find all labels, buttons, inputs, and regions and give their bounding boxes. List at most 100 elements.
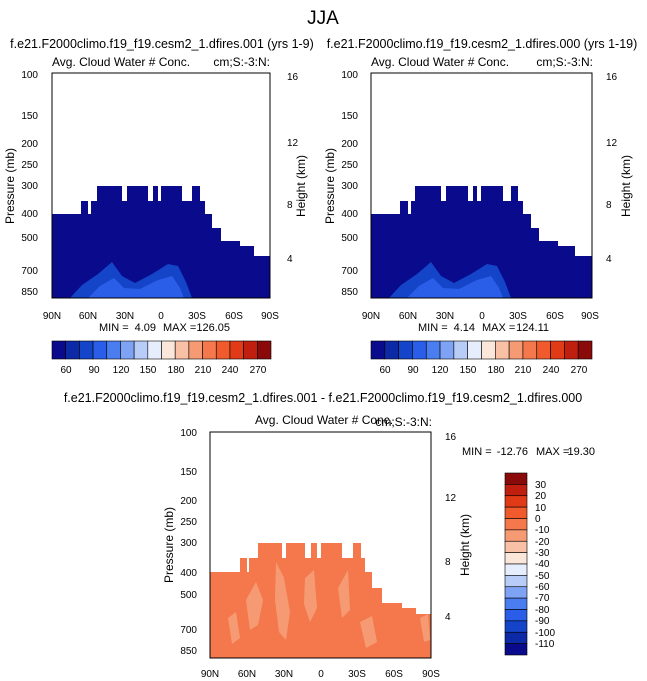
panel-3-y2-tick-label: 8 — [445, 557, 451, 568]
colorbar-swatch — [384, 340, 399, 360]
panel-3-y-tick-label: 400 — [180, 568, 197, 579]
panel-1-min-label: MIN = — [99, 322, 129, 334]
colorbar-swatch — [577, 340, 593, 360]
panel-3-y-tick-label: 200 — [180, 496, 197, 507]
colorbar-swatch — [504, 518, 528, 531]
panel-2-y-tick-label: 500 — [341, 233, 358, 244]
colorbar-swatch — [536, 340, 551, 360]
colorbar-swatch — [504, 529, 528, 542]
panel-1-max-label: MAX = — [163, 322, 196, 334]
panel-1-colorbar-label: 240 — [222, 365, 239, 376]
panel-2-min-label: MIN = — [418, 322, 448, 334]
panel-3-colorbar-label: -30 — [535, 548, 550, 559]
panel-3-patch — [304, 570, 317, 622]
page-title: JJA — [307, 8, 339, 29]
panel-1-x-tick-label: 90S — [261, 311, 279, 322]
panel-3-patch — [246, 582, 263, 630]
panel-1-y2-tick-label: 12 — [287, 138, 299, 149]
colorbar-swatch — [120, 340, 135, 360]
panel-2-x-tick-label: 30S — [509, 311, 527, 322]
panel-2-y-tick-label: 150 — [341, 111, 358, 122]
panel-2-ylabel: Pressure (mb) — [323, 148, 337, 224]
panel-2-colorbar-label: 240 — [543, 365, 560, 376]
panel-1-frame — [51, 72, 271, 299]
panel-1-ylabel: Pressure (mb) — [3, 148, 17, 224]
panel-1-y2-tick-label: 8 — [287, 200, 293, 211]
panel-1-y-tick-label: 300 — [21, 181, 38, 192]
panel-2-units: cm;S:-3:N: — [536, 55, 593, 69]
colorbar-swatch — [370, 340, 386, 360]
colorbar-swatch — [522, 340, 538, 360]
panel-3-colorbar-label: 20 — [535, 491, 547, 502]
panel-3-x-tick-label: 60S — [385, 669, 403, 680]
colorbar-swatch — [106, 340, 121, 360]
panel-1-min-value: 4.09 — [135, 322, 156, 334]
colorbar-swatch — [453, 340, 468, 360]
panel-1-colorbar-label: 270 — [250, 365, 267, 376]
panel-2-max-label: MAX = — [482, 322, 515, 334]
colorbar-swatch — [412, 340, 427, 360]
panel-2-y-tick-label: 850 — [341, 287, 358, 298]
panel-2-y-tick-label: 400 — [341, 209, 358, 220]
panel-3-field — [210, 543, 431, 658]
panel-3-colorbar-swatches — [504, 472, 528, 656]
panel-1-x-tick-label: 30S — [188, 311, 206, 322]
panel-1-y-tick-label: 700 — [21, 266, 38, 277]
panel-1-y-tick-label: 200 — [21, 139, 38, 150]
panel-3-y-tick-label: 850 — [180, 646, 197, 657]
panel-2-y2-tick-label: 12 — [606, 138, 618, 149]
panel-1-y-tick-label: 850 — [21, 287, 38, 298]
panel-2-x-tick-label: 90N — [362, 311, 380, 322]
panel-3-patch — [275, 562, 290, 640]
colorbar-swatch — [504, 472, 528, 485]
colorbar-swatch — [92, 340, 108, 360]
panel-3-colorbar-label: -100 — [535, 628, 555, 639]
panel-1-colorbar: 60 90 120 150 180 210 240 270 — [51, 340, 272, 376]
colorbar-swatch — [504, 631, 528, 644]
panel-2-colorbar-swatches — [370, 340, 593, 360]
colorbar-swatch — [133, 340, 149, 360]
panel-1-y-tick-label: 100 — [21, 70, 38, 81]
panel-3-frame — [209, 431, 432, 659]
panel-2-title: Avg. Cloud Water # Conc. — [371, 55, 509, 69]
panel-3-x-tick-label: 0 — [318, 669, 324, 680]
panel-3-colorbar-label: 0 — [535, 514, 541, 525]
panel-2: f.e21.F2000climo.f19_f19.cesm2_1.dfires.… — [323, 37, 637, 376]
panel-2-x-tick-label: 0 — [479, 311, 485, 322]
panel-1-x-tick-label: 60N — [79, 311, 97, 322]
panel-3-y2-tick-label: 4 — [445, 612, 451, 623]
panel-2-colorbar-label: 150 — [460, 365, 477, 376]
panel-3-colorbar: 30 20 10 0 -10 -20 -30 -40 -50 -60 -70 -… — [504, 472, 555, 656]
colorbar-swatch — [79, 340, 94, 360]
panel-2-y2-tick-label: 4 — [606, 254, 612, 265]
panel-3-x-tick-label: 30N — [275, 669, 293, 680]
colorbar-swatch — [504, 552, 528, 565]
colorbar-swatch — [229, 340, 244, 360]
panel-3-colorbar-label: -70 — [535, 593, 550, 604]
colorbar-swatch — [467, 340, 482, 360]
panel-3: f.e21.F2000climo.f19_f19.cesm2_1.dfires.… — [64, 391, 595, 680]
panel-3-y-tick-label: 150 — [180, 467, 197, 478]
panel-3-y-tick-label: 100 — [180, 428, 197, 439]
panel-1-x-tick-label: 0 — [158, 311, 164, 322]
panel-1-title: Avg. Cloud Water # Conc. — [52, 55, 190, 69]
colorbar-swatch — [504, 575, 528, 588]
panel-2-y2-tick-label: 8 — [606, 200, 612, 211]
panel-1-x-tick-label: 30N — [116, 311, 134, 322]
colorbar-swatch — [51, 340, 66, 360]
panel-3-patch — [338, 570, 350, 618]
panel-3-y-tick-label: 700 — [180, 625, 197, 636]
panel-3-colorbar-label: -40 — [535, 559, 550, 570]
panel-2-frame — [370, 72, 593, 299]
panel-3-patch — [420, 614, 430, 642]
colorbar-swatch — [504, 609, 528, 622]
colorbar-swatch — [508, 340, 524, 360]
panel-1-max-value: 126.05 — [196, 322, 230, 334]
panel-2-colorbar-label: 210 — [515, 365, 532, 376]
panel-3-region-main — [210, 543, 431, 658]
colorbar-swatch — [504, 484, 528, 497]
panel-3-colorbar-label: -10 — [535, 525, 550, 536]
panel-3-patch — [360, 616, 377, 648]
panel-2-colorbar: 60 90 120 150 180 210 240 270 — [370, 340, 593, 376]
panel-2-colorbar-label: 60 — [379, 365, 391, 376]
